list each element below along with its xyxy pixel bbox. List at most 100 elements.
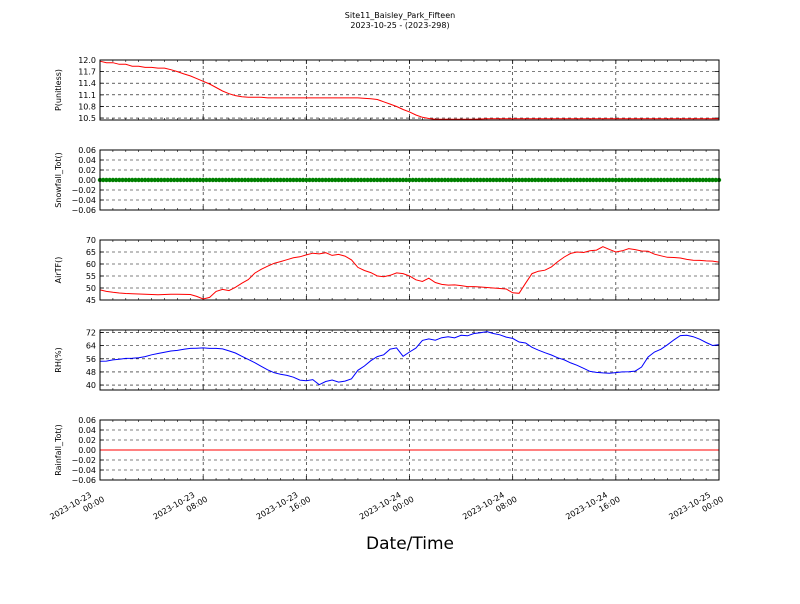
panel-5-ytick-label: 0.02 [78,436,96,445]
panel-2-data-marker [291,177,296,183]
panel-2-data-marker [691,177,696,183]
panel-2-data-marker [468,177,473,183]
panel-2-data-marker [587,177,593,183]
chart-title: Site11_Baisley_Park_Fifteen [344,11,456,20]
panel-2-data-marker [500,177,506,183]
panel-2-data-marker [710,177,715,183]
x-tick-label: 2023-10-2300:00 [48,486,106,530]
panel-2-data-marker [536,177,541,183]
panel-2-data-marker [684,177,689,183]
panel-2-data-marker [178,177,183,183]
panel-2-data-marker [149,177,154,183]
panel-2-data-marker [620,177,625,183]
panel-3-ytick-label: 45 [86,296,96,305]
panel-2-data-marker [297,177,303,183]
panel-2-data-marker [681,177,686,183]
panel-2-data-marker [600,177,606,183]
panel-2-data-marker [381,177,386,183]
panel-2-data-marker [349,177,354,183]
x-tick-label: 2023-10-2400:00 [358,486,416,530]
panel-2-data-marker [317,177,322,183]
panel-2-data-marker [678,177,683,183]
panel-2-data-marker [526,177,531,183]
x-tick-label: 2023-10-2408:00 [461,486,519,530]
panel-2-data-marker [358,177,364,183]
panel-2-data-marker [661,177,667,183]
panel-2-data-marker [236,177,241,183]
panel-2-data-marker [475,177,480,183]
panel-2-data-marker [323,177,328,183]
panel-2-data-marker [623,177,628,183]
panel-2-data-marker [352,177,357,183]
panel-2-data-marker [394,177,399,183]
panel-2-data-marker [407,177,412,183]
panel-4-ytick-label: 48 [86,368,96,377]
panel-2-data-marker [697,177,702,183]
panel-2-data-marker [649,177,654,183]
panel-2-data-marker [413,177,419,183]
panel-2-data-marker [288,177,293,183]
panel-2-data-marker [504,177,509,183]
panel-2-data-marker [481,177,486,183]
panel-2-data-marker [626,177,631,183]
panel-2-data-marker [507,177,512,183]
panel-2-data-marker [133,177,138,183]
panel-2-data-marker [123,177,128,183]
panel-5-ytick-label: 0.04 [78,426,96,435]
panel-2-data-marker [126,177,132,183]
panel-2-data-marker [313,177,319,183]
x-tick-label: 2023-10-2500:00 [667,486,725,530]
panel-1-ytick-label: 10.8 [78,102,96,111]
panel-2-data-marker [165,177,170,183]
panel-2-data-marker [581,177,586,183]
panel-2-data-marker [107,177,112,183]
panel-2-data-marker [336,177,341,183]
panel-2-data-marker [533,177,538,183]
panel-2-data-marker [242,177,248,183]
panel-2-data-marker [578,177,583,183]
panel-2-data-marker [268,177,274,183]
panel-2-data-marker [229,177,235,183]
panel-5-ytick-label: 0.00 [78,446,96,455]
panel-2-data-marker [494,177,499,183]
panel-2-data-marker [175,177,180,183]
panel-1-ytick-label: 11.7 [78,68,96,77]
panel-2-data-marker [155,177,161,183]
panel-2-data-marker [130,177,135,183]
panel-2-data-marker [188,177,193,183]
panel-2-data-marker [539,177,544,183]
x-axis-label: Date/Time [366,534,454,554]
panel-2-data-marker [375,177,380,183]
panel-2-data-marker [523,177,528,183]
panel-2-ytick-label: 0.06 [78,146,96,155]
panel-2-data-marker [516,177,522,183]
panel-2-data-marker [213,177,219,183]
panel-2-data-marker [610,177,615,183]
panel-2-data-marker [329,177,335,183]
panel-2-data-marker [478,177,483,183]
panel-2-data-marker [694,177,699,183]
panel-2-data-marker [217,177,222,183]
panel-2-data-marker [642,177,648,183]
panel-2-data-marker [568,177,573,183]
panel-1-ytick-label: 10.5 [78,114,96,123]
panel-2-data-marker [562,177,567,183]
panel-2-ytick-label: −0.02 [71,186,96,195]
panel-2-data-marker [233,177,238,183]
panel-1-ytick-label: 11.1 [78,91,96,100]
panel-2-data-marker [194,177,199,183]
panel-2-data-marker [665,177,670,183]
panel-2-data-marker [223,177,228,183]
panel-2-frame [99,149,720,211]
panel-2-data-marker [707,177,712,183]
panel-2-data-marker [436,177,441,183]
panel-2-data-marker [632,177,638,183]
panel-2-data-marker [452,177,457,183]
panel-5-ytick-label: 0.06 [78,416,96,425]
panel-2-data-marker [146,177,151,183]
panel-2-data-marker [700,177,706,183]
panel-2-data-marker [326,177,332,183]
panel-2-data-marker [520,177,525,183]
